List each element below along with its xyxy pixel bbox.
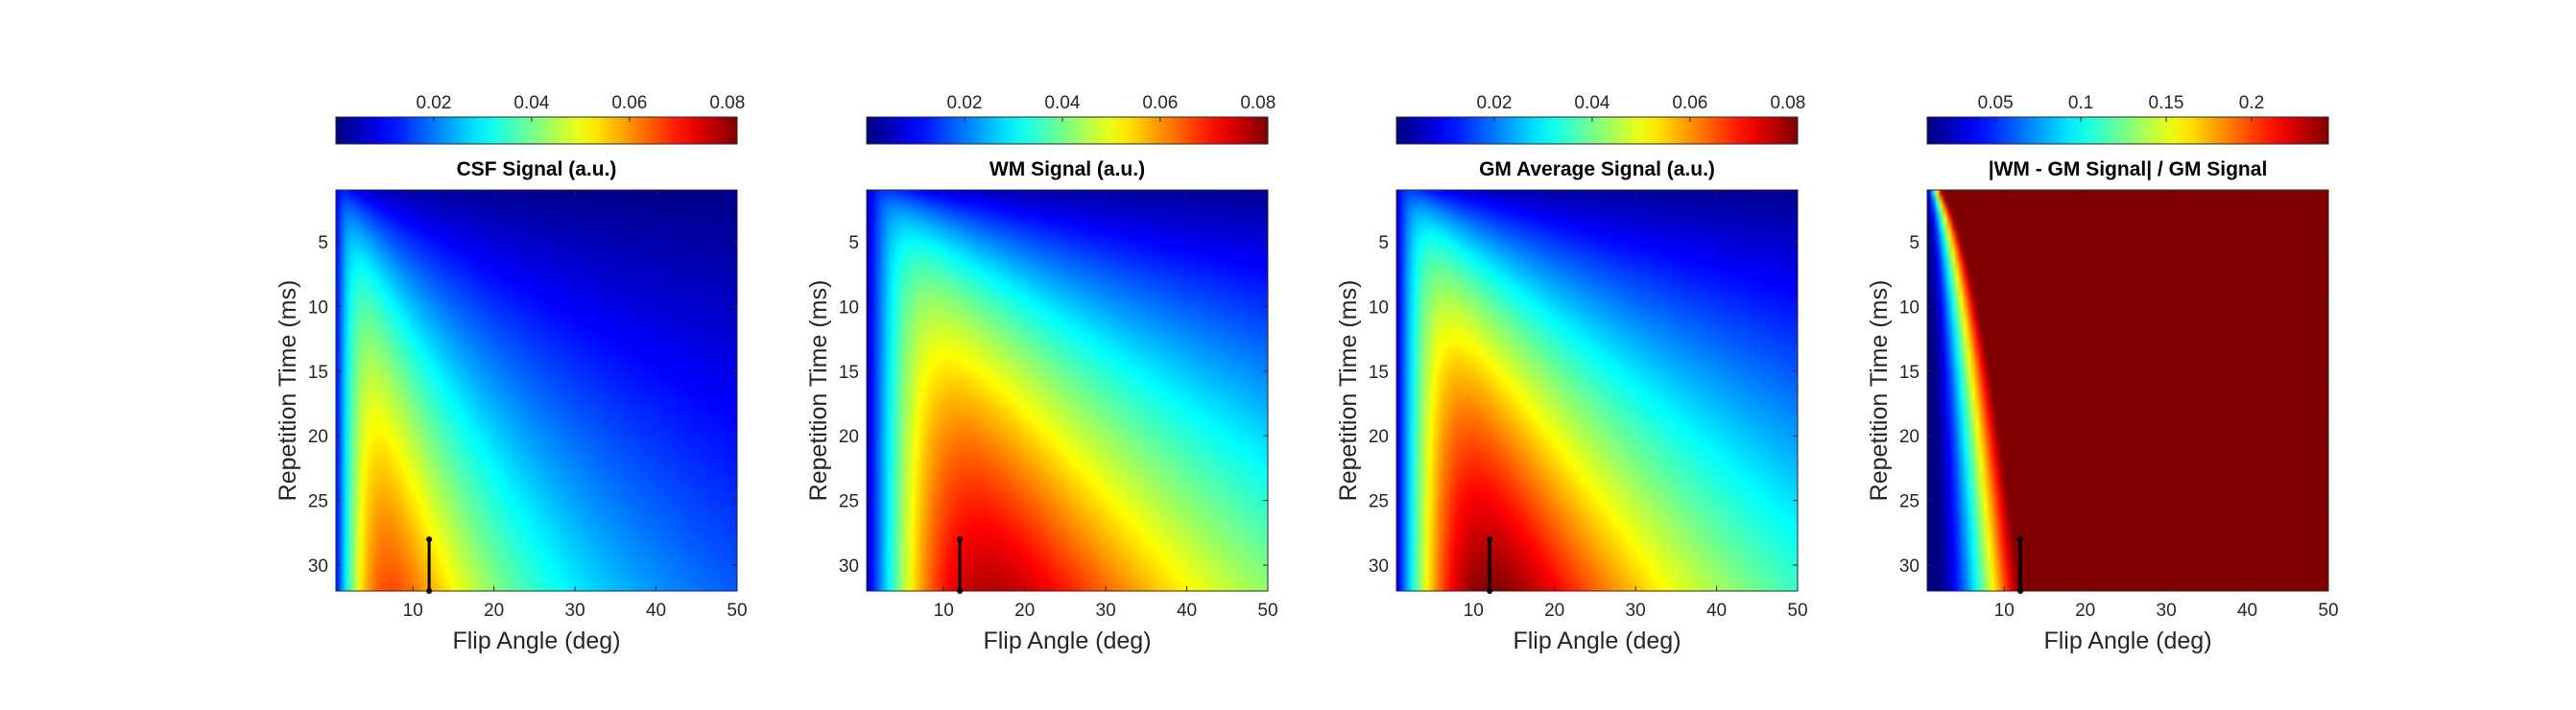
colorbar-tick-label: 0.06	[1142, 93, 1178, 113]
colorbar-tick-label: 0.04	[1574, 93, 1610, 113]
plot-frame	[866, 189, 1269, 592]
colorbar-tick-label: 0.02	[946, 93, 982, 113]
x-tick-label: 20	[2075, 601, 2095, 621]
y-tick-label: 20	[839, 427, 859, 447]
colorbar-tick-label: 0.06	[1672, 93, 1707, 113]
x-tick-label: 40	[646, 601, 666, 621]
y-tick-label: 25	[1899, 492, 1920, 512]
colorbar	[1395, 116, 1799, 145]
marker-endpoint	[1487, 536, 1493, 543]
colorbar	[866, 116, 1269, 145]
y-tick-label: 20	[1369, 427, 1389, 447]
panel-title: GM Average Signal (a.u.)	[1479, 158, 1715, 180]
y-tick-label: 15	[1899, 363, 1920, 383]
x-axis-label: Flip Angle (deg)	[983, 627, 1151, 654]
heatmap-image	[1927, 190, 2328, 591]
x-tick-label: 20	[484, 601, 504, 621]
y-tick-label: 10	[839, 297, 859, 318]
y-tick-label: 30	[308, 556, 328, 577]
colorbar-tick-label: 0.08	[1770, 93, 1805, 113]
panel-title: WM Signal (a.u.)	[990, 158, 1145, 180]
y-axis-label: Repetition Time (ms)	[1335, 280, 1362, 502]
x-tick-label: 30	[1096, 601, 1116, 621]
y-axis-label: Repetition Time (ms)	[1866, 280, 1893, 502]
colorbar-tick-label: 0.2	[2239, 93, 2264, 113]
plot-frame	[335, 189, 738, 592]
y-tick-label: 25	[839, 492, 859, 512]
colorbar-tick-label: 0.04	[513, 93, 549, 113]
x-tick-label: 30	[2157, 601, 2177, 621]
colorbar-tick-label: 0.1	[2068, 93, 2093, 113]
panel-title: |WM - GM Signal| / GM Signal	[1989, 158, 2268, 180]
plot-frame	[1926, 189, 2329, 592]
x-tick-label: 40	[1706, 601, 1727, 621]
panel-3: 10 20 30 40 50 5 10 15 20 25 30 Flip Angle (deg) Rep…	[1335, 93, 1808, 654]
y-tick-label: 15	[308, 363, 328, 383]
y-tick-label: 25	[1369, 492, 1389, 512]
x-tick-label: 30	[1626, 601, 1646, 621]
y-tick-label: 15	[839, 363, 859, 383]
y-tick-label: 30	[1369, 556, 1389, 577]
marker-endpoint	[2017, 536, 2024, 543]
colorbar-tick-label: 0.08	[709, 93, 745, 113]
colorbar-tick-label: 0.15	[2149, 93, 2184, 113]
marker-endpoint	[2017, 588, 2024, 594]
marker-endpoint	[957, 588, 964, 594]
y-tick-label: 5	[318, 233, 328, 253]
x-tick-label: 40	[1177, 601, 1197, 621]
marker-endpoint	[426, 588, 433, 594]
panel-title: CSF Signal (a.u.)	[457, 158, 617, 180]
y-tick-label: 10	[1369, 297, 1389, 318]
x-tick-label: 50	[2318, 601, 2338, 621]
x-tick-label: 20	[1014, 601, 1035, 621]
heatmap-image	[867, 190, 1268, 591]
x-tick-label: 10	[1464, 601, 1484, 621]
x-tick-label: 50	[1787, 601, 1807, 621]
x-tick-label: 10	[403, 601, 423, 621]
colorbar-tick-label: 0.02	[416, 93, 451, 113]
y-tick-label: 10	[1899, 297, 1920, 318]
y-tick-label: 5	[1378, 233, 1389, 253]
x-tick-label: 10	[934, 601, 954, 621]
colorbar-tick-label: 0.05	[1978, 93, 2014, 113]
colorbar-tick-label: 0.08	[1240, 93, 1276, 113]
colorbar	[335, 116, 738, 145]
y-tick-label: 20	[1899, 427, 1920, 447]
panel-2: 10 20 30 40 50 5 10 15 20 25 30 Flip Angle (deg) Rep…	[805, 93, 1278, 654]
y-tick-label: 5	[848, 233, 859, 253]
y-tick-label: 25	[308, 492, 328, 512]
x-axis-label: Flip Angle (deg)	[452, 627, 620, 654]
colorbar-tick-label: 0.02	[1476, 93, 1512, 113]
x-tick-label: 30	[565, 601, 585, 621]
panel-4: 10 20 30 40 50 5 10 15 20 25 30 Flip Angle (deg) Rep…	[1866, 93, 2339, 654]
heatmap-image	[336, 190, 737, 591]
x-tick-label: 10	[1994, 601, 2015, 621]
colorbar-tick-label: 0.06	[611, 93, 647, 113]
y-axis-label: Repetition Time (ms)	[274, 280, 301, 502]
x-tick-label: 40	[2237, 601, 2257, 621]
heatmap-image	[1396, 190, 1798, 591]
x-tick-label: 50	[727, 601, 747, 621]
panel-1: 10 20 30 40 50 5 10 15 20 25 30 Flip Angle (deg) Rep…	[274, 93, 748, 654]
plot-frame	[1395, 189, 1799, 592]
x-axis-label: Flip Angle (deg)	[1513, 627, 1681, 654]
marker-endpoint	[957, 536, 964, 543]
marker-endpoint	[426, 536, 433, 543]
y-tick-label: 30	[1899, 556, 1920, 577]
x-tick-label: 50	[1257, 601, 1277, 621]
marker-endpoint	[1487, 588, 1493, 594]
colorbar-tick-label: 0.04	[1044, 93, 1080, 113]
colorbar	[1926, 116, 2329, 145]
y-tick-label: 30	[839, 556, 859, 577]
y-tick-label: 5	[1909, 233, 1920, 253]
x-tick-label: 20	[1544, 601, 1564, 621]
y-tick-label: 10	[308, 297, 328, 318]
y-axis-label: Repetition Time (ms)	[805, 280, 832, 502]
x-axis-label: Flip Angle (deg)	[2043, 627, 2211, 654]
y-tick-label: 15	[1369, 363, 1389, 383]
y-tick-label: 20	[308, 427, 328, 447]
